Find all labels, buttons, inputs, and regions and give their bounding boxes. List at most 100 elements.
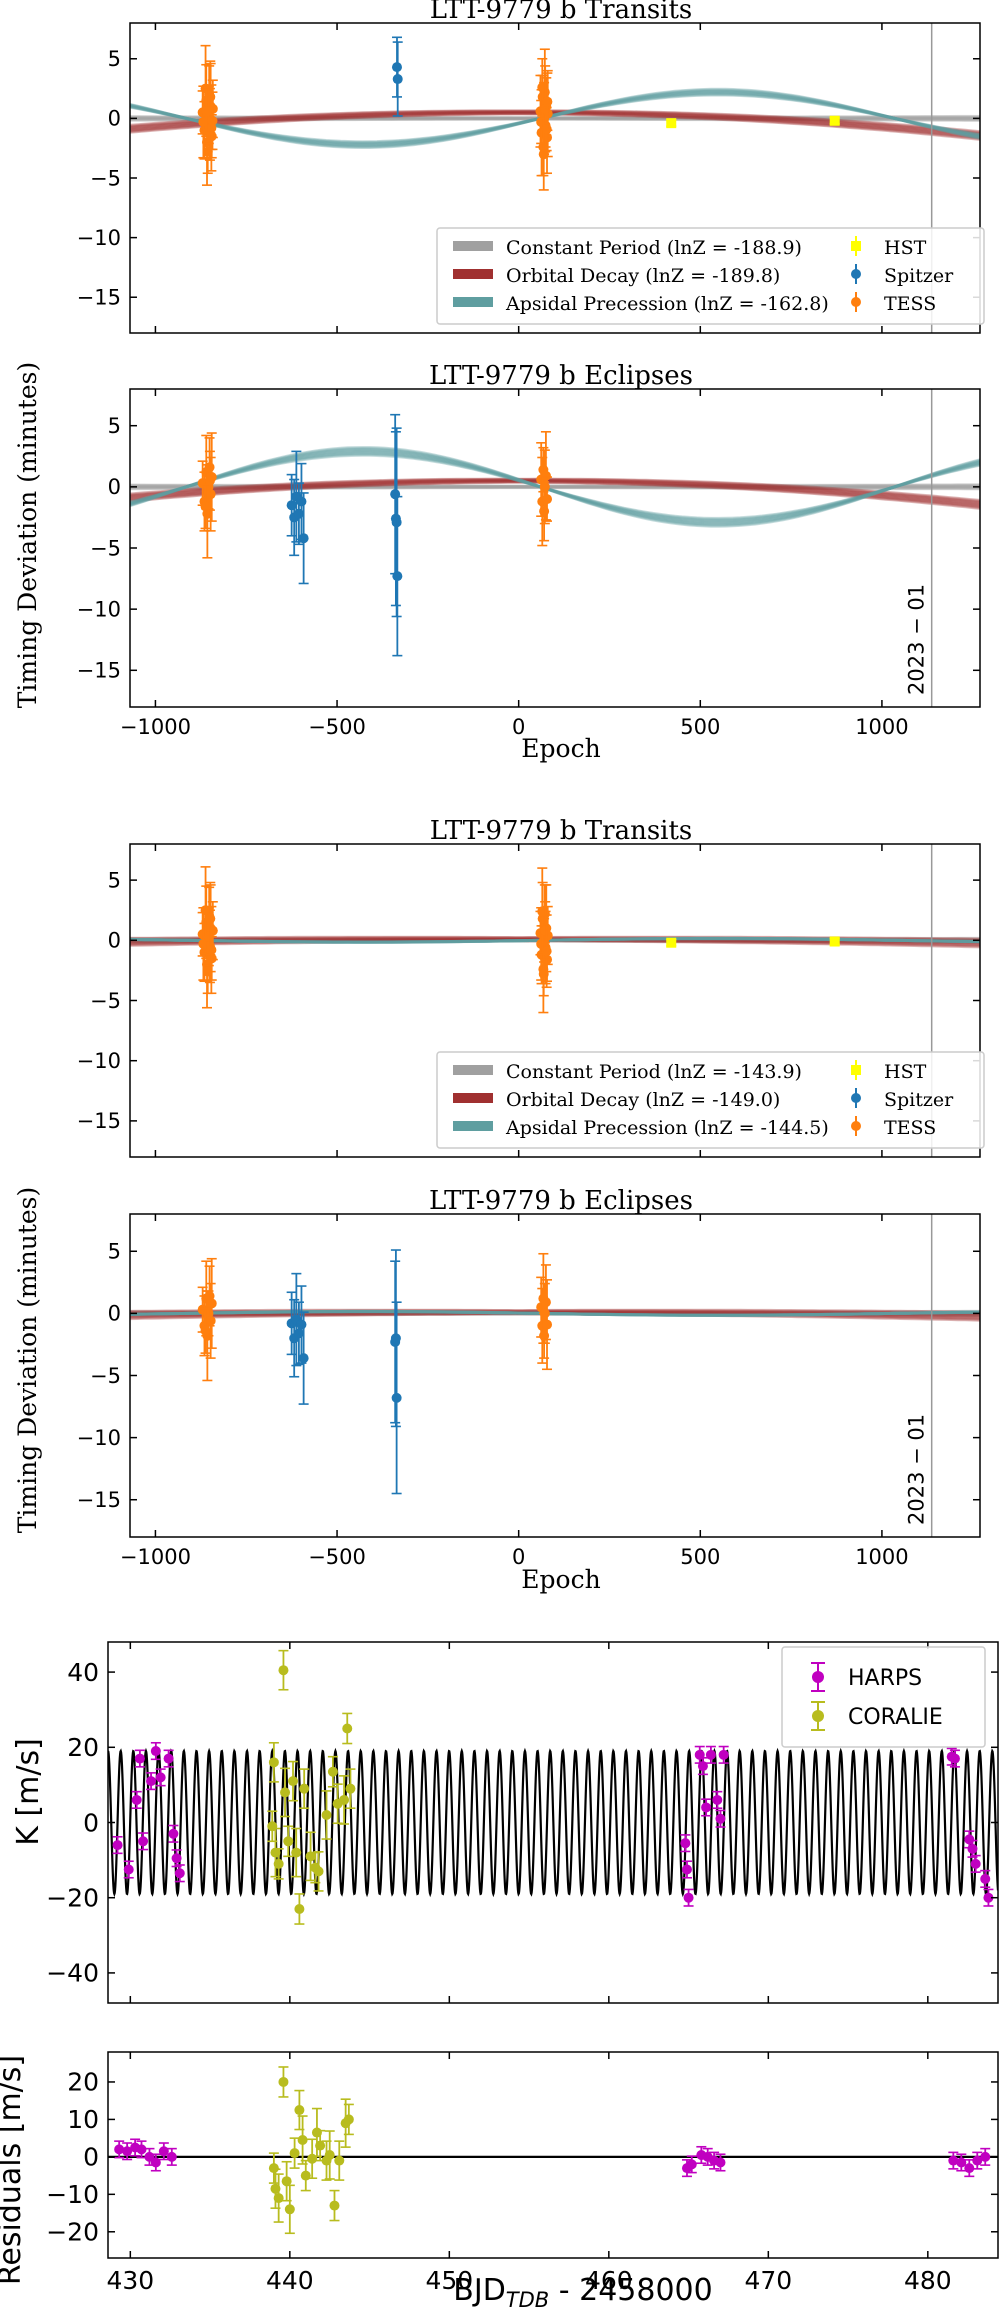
harps-point <box>131 1794 142 1805</box>
coralie-point <box>294 2105 305 2116</box>
harps-point <box>138 1836 149 1847</box>
panel-s2-transits: LTT-9779 b Transits 5 0 −5 −10 −15 Constant … <box>77 816 985 1158</box>
spitzer-point <box>296 1319 307 1330</box>
harps-point <box>964 2163 975 2174</box>
harps-point <box>171 1853 182 1864</box>
tess-point <box>539 481 550 492</box>
x-axis-label: BJDTDB - 2458000 <box>453 2273 712 2311</box>
legend-harps-marker <box>811 1662 825 1692</box>
legend-spitzer: Spitzer <box>884 1089 954 1111</box>
legend-decay: Orbital Decay (lnZ = -149.0) <box>506 1089 780 1111</box>
harps-point <box>972 2155 983 2166</box>
y-tick-label: −15 <box>77 286 121 310</box>
x-tick-label: 470 <box>744 2266 792 2295</box>
legend-swatch-constant <box>453 1065 493 1075</box>
coralie-point <box>324 2150 335 2160</box>
plot-frame <box>107 1641 999 2004</box>
coralie-point <box>281 2176 292 2187</box>
model-line-sine <box>130 90 980 147</box>
x-tick-label: 0 <box>512 1545 525 1569</box>
legend-tess: TESS <box>884 1117 936 1139</box>
model-line-decay <box>130 480 980 508</box>
model-line-const <box>130 483 980 488</box>
x-tick-label: 430 <box>106 2266 154 2295</box>
harps-point <box>146 1776 157 1787</box>
tess-point <box>536 938 547 949</box>
model-line-decay <box>130 477 980 503</box>
y-tick-label: 0 <box>83 2143 99 2172</box>
harps-point <box>168 1828 179 1839</box>
y-axis-label: Residuals [m/s] <box>0 2055 28 2285</box>
tess-point <box>205 913 216 924</box>
harps-point <box>683 1892 694 1903</box>
y-tick-label: −5 <box>90 989 121 1013</box>
date-line-label: 2023 − 01 <box>905 584 929 695</box>
spitzer-point <box>298 1353 309 1364</box>
harps-point <box>122 2146 133 2157</box>
coralie-point <box>283 1836 294 1847</box>
legend-spitzer-marker <box>851 264 861 284</box>
panel-title: LTT-9779 b Eclipses <box>429 361 693 391</box>
model-line-decay <box>130 478 980 504</box>
model-line-sine <box>130 450 980 523</box>
y-tick-label: −15 <box>77 659 121 683</box>
legend-decay: Orbital Decay (lnZ = -189.8) <box>506 265 780 287</box>
panel-title: LTT-9779 b Transits <box>430 0 693 25</box>
y-tick-label: −15 <box>77 1488 121 1512</box>
y-tick-label: 5 <box>108 47 121 71</box>
legend-coralie-marker <box>811 1701 825 1731</box>
legend-spitzer: Spitzer <box>884 265 954 287</box>
y-tick-label: −20 <box>46 1883 99 1912</box>
harps-point <box>980 1873 991 1884</box>
harps-point <box>150 2157 161 2168</box>
y-tick-label: −5 <box>90 536 121 560</box>
model-line-decay <box>130 477 980 502</box>
coralie-point <box>297 2135 308 2146</box>
y-tick-label: 0 <box>108 929 121 953</box>
harps-point <box>715 2157 726 2168</box>
y-tick-label: −5 <box>90 166 121 190</box>
harps-point <box>967 1843 978 1854</box>
legend-tess: TESS <box>884 293 936 315</box>
panel-rv: 40 20 0 −20 −40 K [m/s] HARPS CORALIE <box>11 1641 999 2004</box>
x-tick-label: 440 <box>266 2266 314 2295</box>
x-axis-label: Epoch <box>521 734 600 763</box>
spitzer-point <box>391 1392 402 1403</box>
x-tick-label: 500 <box>680 715 720 739</box>
model-line-sine <box>130 89 980 148</box>
coralie-point <box>299 1783 310 1794</box>
model-line-const <box>130 1312 980 1317</box>
model-line-sine <box>130 1310 980 1317</box>
harps-point <box>715 1813 726 1824</box>
y-tick-label: 40 <box>67 1658 99 1687</box>
spitzer-point <box>293 1328 304 1339</box>
coralie-point <box>288 1776 299 1787</box>
model-line-decay <box>130 1312 980 1322</box>
model-line-const <box>130 1310 980 1315</box>
coralie-point <box>334 2155 345 2166</box>
y-tick-label: 0 <box>108 107 121 131</box>
hst-point <box>666 118 677 129</box>
legend-constant: Constant Period (lnZ = -143.9) <box>506 1061 802 1083</box>
y-tick-label: 5 <box>108 868 121 892</box>
plot-area <box>108 1649 998 1925</box>
legend: Constant Period (lnZ = -188.9) Orbital D… <box>436 227 985 325</box>
tess-point <box>542 494 553 505</box>
model-line-sine <box>130 93 980 144</box>
coralie-point <box>294 1903 305 1914</box>
model-line-sine <box>130 87 980 149</box>
legend-swatch-apsidal <box>453 297 493 307</box>
legend-apsidal: Apsidal Precession (lnZ = -144.5) <box>505 1117 829 1139</box>
harps-point <box>680 1838 691 1849</box>
y-tick-label: −10 <box>46 2180 99 2209</box>
harps-point <box>718 1749 729 1760</box>
model-line-sine <box>130 447 980 527</box>
panel-title: LTT-9779 b Transits <box>430 816 693 846</box>
legend-hst-marker <box>851 236 861 256</box>
panel-s2-eclipses: LTT-9779 b Eclipses 2023 − 01 5 0 −5 −10 −15 −… <box>77 1186 981 1594</box>
harps-point <box>114 2144 125 2155</box>
coralie-point <box>300 2170 311 2181</box>
tess-point <box>205 1315 216 1326</box>
legend-hst-marker <box>851 1060 861 1080</box>
